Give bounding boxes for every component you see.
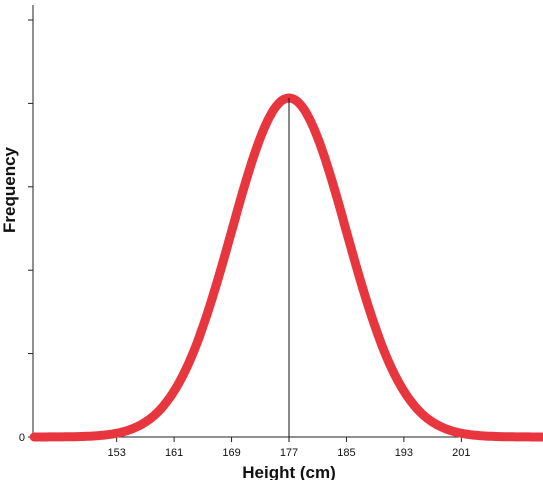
x-axis-title: Height (cm) [242,463,336,480]
x-tick-label: 177 [280,447,298,459]
x-tick-label: 153 [108,447,126,459]
y-axis-title: Frequency [0,146,19,233]
x-tick-label: 161 [165,447,183,459]
axes: 0 153 161 169 177 185 193 201 [19,5,543,459]
x-tick-label: 185 [337,447,355,459]
x-tick-label: 193 [395,447,413,459]
normal-curve [29,93,543,442]
plot-area [29,93,543,442]
x-tick-label: 169 [222,447,240,459]
x-tick-label: 201 [452,447,470,459]
y-tick-label: 0 [19,432,25,444]
